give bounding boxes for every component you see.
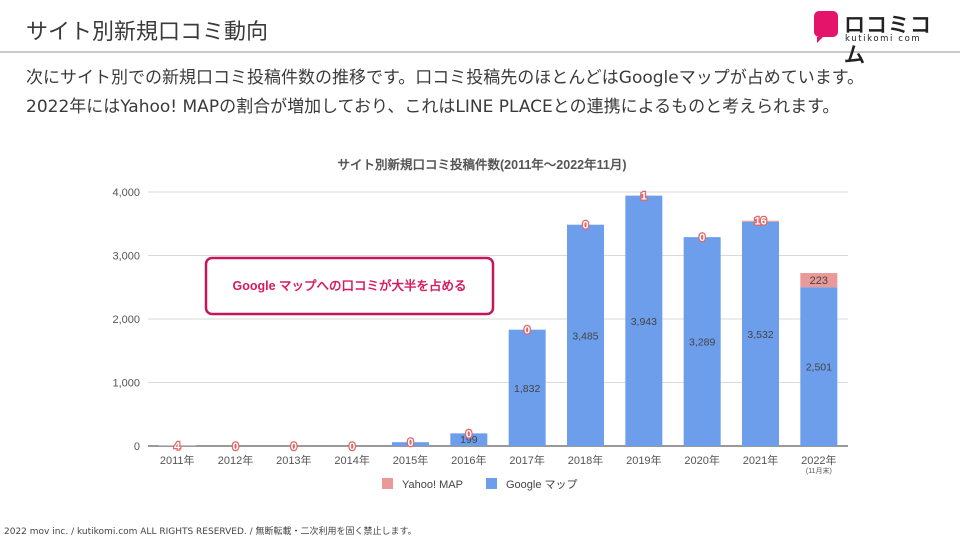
bar-google-2021年 xyxy=(742,221,779,446)
data-label-yahoo: 0 xyxy=(466,428,472,440)
x-tick-label: 2012年 xyxy=(218,453,253,467)
x-tick-label: 2014年 xyxy=(334,453,369,467)
bar-google-2015年 xyxy=(392,442,429,446)
data-label-google: 3,289 xyxy=(689,337,715,349)
bar-google-2017年 xyxy=(508,329,546,446)
annotation-box xyxy=(204,256,495,316)
bar-google-2019年 xyxy=(625,195,663,446)
legend-swatch xyxy=(486,478,497,489)
y-tick-label: 3,000 xyxy=(112,251,140,263)
x-tick-label: 2017年 xyxy=(509,453,544,467)
data-label-yahoo: 0 xyxy=(524,325,530,337)
x-tick-label: 2019年 xyxy=(626,453,661,467)
data-label-google: 2,501 xyxy=(806,362,832,374)
x-tick-label: 2022年 xyxy=(801,453,836,467)
x-tick-label: 2015年 xyxy=(393,453,428,467)
copyright-footer: 2022 mov inc. / kutikomi.com ALL RIGHTS … xyxy=(4,527,417,537)
brand-logo: ロコミコム kutikomi com xyxy=(814,10,934,67)
data-label-yahoo: 4 xyxy=(174,440,181,452)
speech-bubble-icon xyxy=(814,11,838,43)
logo-wordmark: ロコミコム xyxy=(844,13,932,67)
logo-subtext: kutikomi com xyxy=(845,34,922,44)
x-tick-label: 2011年 xyxy=(160,453,195,467)
data-label-yahoo: 16 xyxy=(754,216,766,228)
data-label-yahoo: 0 xyxy=(291,441,297,453)
data-label-google: 3,943 xyxy=(631,316,657,328)
data-label-google: 3,485 xyxy=(572,330,598,342)
y-tick-label: 2,000 xyxy=(112,314,140,326)
x-tick-label: 2020年 xyxy=(684,453,719,467)
description-line-2: 2022年にはYahoo! MAPの割合が増加しており、これはLINE PLAC… xyxy=(26,97,840,117)
slide-title: サイト別新規口コミ動向 xyxy=(26,20,269,45)
bar-google-2018年 xyxy=(567,224,604,446)
bar-google-2022年 xyxy=(800,287,838,446)
bar-yahoo-2022年 xyxy=(800,273,838,288)
slide-description: 次にサイト別での新規口コミ投稿件数の推移です。口コミ投稿先のほとんどはGoogl… xyxy=(26,64,936,122)
title-divider xyxy=(0,51,960,53)
data-label-google: 3,532 xyxy=(747,329,773,341)
x-tick-label: 2013年 xyxy=(276,453,311,467)
data-label-yahoo: 0 xyxy=(699,232,705,244)
legend-swatch xyxy=(382,478,393,489)
chart-title: サイト別新規口コミ投稿件数(2011年～2022年11月) xyxy=(338,157,627,172)
annotation-text: Google マップへの口コミが大半を占める xyxy=(232,278,466,293)
data-label-yahoo: 0 xyxy=(232,441,238,453)
data-label-yahoo: 0 xyxy=(349,441,355,453)
legend-label: Yahoo! MAP xyxy=(402,479,463,491)
y-tick-label: 1,000 xyxy=(112,378,140,390)
x-tick-label: 2016年 xyxy=(451,453,486,467)
description-line-1: 次にサイト別での新規口コミ投稿件数の推移です。口コミ投稿先のほとんどはGoogl… xyxy=(26,68,865,88)
data-label-yahoo: 0 xyxy=(407,437,413,449)
data-label-google: 199 xyxy=(460,434,478,446)
data-label-google: 1,832 xyxy=(514,383,540,395)
x-tick-label: 2021年 xyxy=(743,453,778,467)
data-label-yahoo: 1 xyxy=(641,191,647,203)
data-label-yahoo: 0 xyxy=(582,220,588,232)
legend-label: Google マップ xyxy=(506,478,578,491)
bar-yahoo-2021年 xyxy=(742,220,779,222)
y-tick-label: 0 xyxy=(134,441,140,453)
bar-google-2020年 xyxy=(683,237,721,446)
x-tick-note: (11月末) xyxy=(806,466,832,475)
bar-google-2016年 xyxy=(450,433,488,446)
x-tick-label: 2018年 xyxy=(568,453,603,467)
data-label-yahoo: 223 xyxy=(810,275,828,287)
y-tick-label: 4,000 xyxy=(112,187,140,199)
